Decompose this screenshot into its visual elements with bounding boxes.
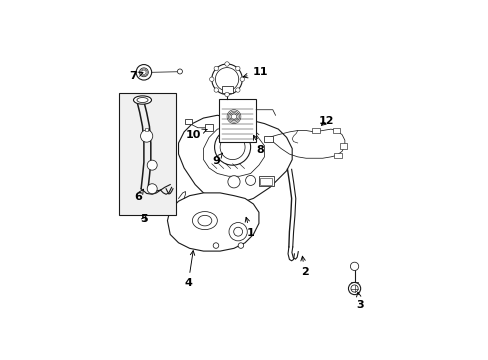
Circle shape [228,222,247,241]
Circle shape [214,66,218,71]
Bar [339,143,346,149]
Ellipse shape [133,96,151,104]
Circle shape [214,129,250,165]
Bar [260,178,271,185]
Text: 1: 1 [244,217,254,238]
Ellipse shape [192,212,217,230]
Circle shape [240,77,244,81]
Bar [332,128,340,133]
Circle shape [177,69,182,74]
Text: 5: 5 [140,214,147,224]
Bar [264,135,272,141]
Bar [221,86,232,93]
Bar [145,128,148,131]
Circle shape [227,176,240,188]
Circle shape [209,77,214,81]
Circle shape [140,130,152,142]
Circle shape [147,184,157,194]
Circle shape [238,243,243,248]
Circle shape [235,88,240,92]
Bar [119,93,175,215]
Bar [218,99,256,141]
Text: 7: 7 [129,72,142,81]
Bar [204,125,212,131]
Circle shape [147,160,157,170]
Bar [311,128,319,133]
Circle shape [224,62,229,66]
Text: 12: 12 [319,116,334,126]
Text: 6: 6 [134,189,143,202]
Circle shape [224,92,229,97]
Circle shape [136,64,151,80]
Bar [259,176,274,186]
Text: 10: 10 [186,129,206,140]
Text: 9: 9 [212,153,222,166]
Bar [185,118,192,124]
Circle shape [235,66,240,71]
Circle shape [211,64,242,94]
Bar [333,153,341,158]
Circle shape [213,243,218,248]
Circle shape [350,262,358,270]
Text: 11: 11 [243,67,267,78]
Text: 4: 4 [184,251,194,288]
Circle shape [214,88,218,92]
Circle shape [348,283,360,294]
Text: 3: 3 [356,292,363,310]
Circle shape [245,175,255,185]
Polygon shape [167,193,259,251]
Text: 8: 8 [253,135,264,155]
Text: 2: 2 [300,256,308,277]
Polygon shape [178,115,292,204]
